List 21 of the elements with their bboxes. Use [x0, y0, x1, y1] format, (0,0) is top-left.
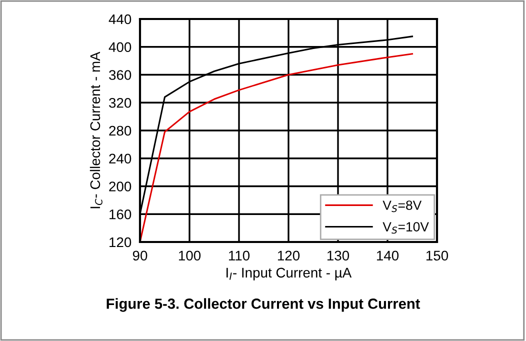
y-tick-label: 160 [110, 209, 132, 220]
x-tick-label: 110 [228, 250, 250, 261]
y-tick-label: 400 [108, 42, 132, 52]
text: Figure 5-3. Collector Current vs Input Current [106, 298, 420, 312]
x-tick-label: 120 [278, 250, 300, 261]
y-tick-label: 320 [109, 98, 132, 108]
y-tick-label: 120 [110, 237, 132, 248]
legend-label: V$_{S}$=10V [382, 222, 429, 234]
x-axis-title: I$_{I}$- Input Current - µA [226, 268, 352, 280]
y-tick-label: 280 [109, 126, 132, 136]
legend-label: V$_{S}$=8V [382, 200, 422, 212]
y-tick-label: 440 [108, 14, 132, 24]
x-tick-label: 90 [132, 250, 148, 261]
x-tick-label: 100 [178, 250, 201, 261]
y-tick-label: 240 [109, 154, 132, 164]
y-tick-label: 200 [109, 182, 132, 192]
y-axis-title: I$_{C}$- Collector Current - mA [90, 52, 102, 208]
x-tick-label: 150 [426, 250, 448, 261]
x-tick-label: 130 [327, 250, 350, 261]
x-tick-label: 140 [376, 250, 399, 261]
y-tick-label: 360 [109, 70, 132, 80]
